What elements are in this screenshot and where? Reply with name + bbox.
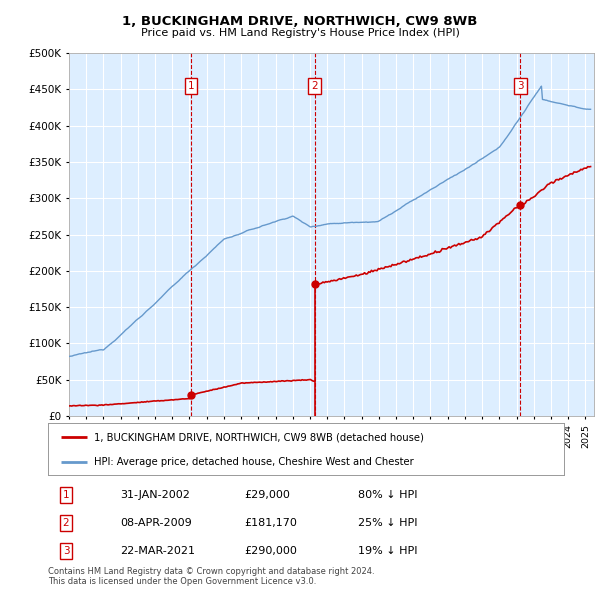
Text: £290,000: £290,000 bbox=[244, 546, 297, 556]
Text: 22-MAR-2021: 22-MAR-2021 bbox=[120, 546, 195, 556]
Text: £181,170: £181,170 bbox=[244, 518, 297, 527]
Text: 2: 2 bbox=[63, 518, 70, 527]
Text: £29,000: £29,000 bbox=[244, 490, 290, 500]
Text: 31-JAN-2002: 31-JAN-2002 bbox=[120, 490, 190, 500]
Text: 1, BUCKINGHAM DRIVE, NORTHWICH, CW9 8WB (detached house): 1, BUCKINGHAM DRIVE, NORTHWICH, CW9 8WB … bbox=[94, 432, 424, 442]
Text: 80% ↓ HPI: 80% ↓ HPI bbox=[358, 490, 417, 500]
Text: Price paid vs. HM Land Registry's House Price Index (HPI): Price paid vs. HM Land Registry's House … bbox=[140, 28, 460, 38]
Text: This data is licensed under the Open Government Licence v3.0.: This data is licensed under the Open Gov… bbox=[48, 577, 316, 586]
Text: 1, BUCKINGHAM DRIVE, NORTHWICH, CW9 8WB: 1, BUCKINGHAM DRIVE, NORTHWICH, CW9 8WB bbox=[122, 15, 478, 28]
Text: HPI: Average price, detached house, Cheshire West and Chester: HPI: Average price, detached house, Ches… bbox=[94, 457, 414, 467]
Text: 19% ↓ HPI: 19% ↓ HPI bbox=[358, 546, 417, 556]
Text: 25% ↓ HPI: 25% ↓ HPI bbox=[358, 518, 417, 527]
Text: 3: 3 bbox=[63, 546, 70, 556]
Text: 2: 2 bbox=[311, 81, 318, 91]
Text: 1: 1 bbox=[63, 490, 70, 500]
Text: 08-APR-2009: 08-APR-2009 bbox=[120, 518, 192, 527]
Text: 1: 1 bbox=[188, 81, 194, 91]
Text: 3: 3 bbox=[517, 81, 524, 91]
Text: Contains HM Land Registry data © Crown copyright and database right 2024.: Contains HM Land Registry data © Crown c… bbox=[48, 567, 374, 576]
